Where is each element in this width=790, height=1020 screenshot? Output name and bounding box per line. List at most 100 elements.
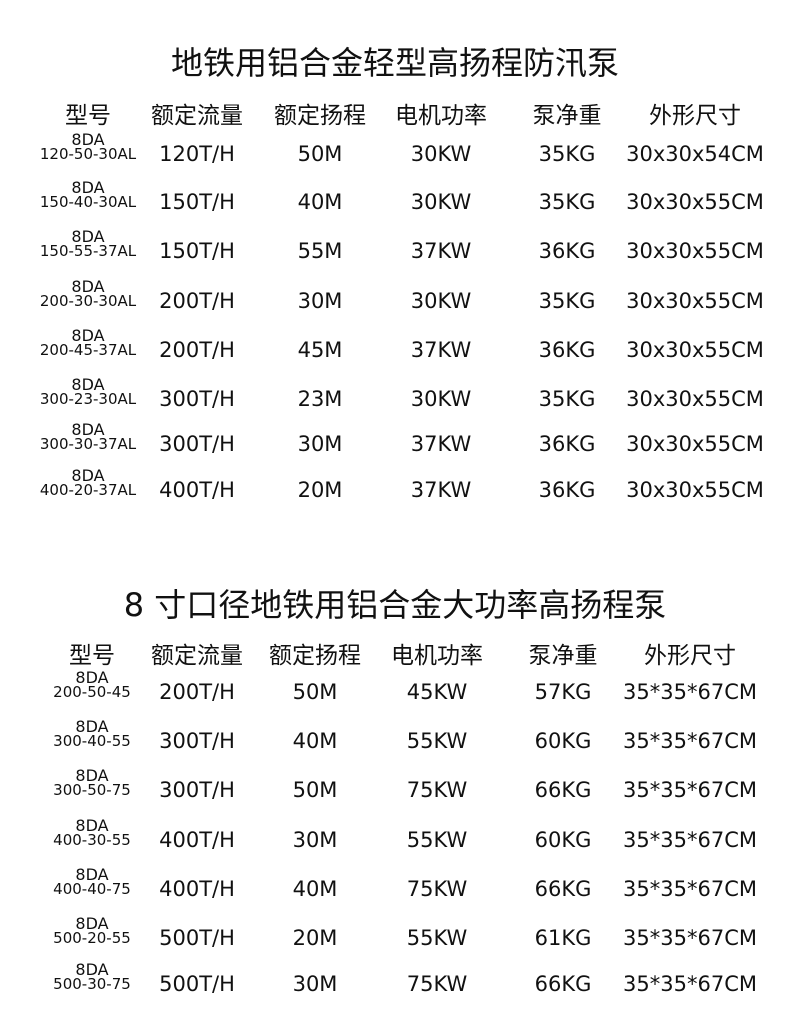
table-row: 8DA 500-30-75 500T/H 30M 75KW 66KG 35*35*67CM bbox=[0, 962, 790, 1008]
power-cell: 45KW bbox=[406, 680, 468, 704]
header-head: 额定扬程 bbox=[269, 643, 361, 669]
header-head: 额定扬程 bbox=[274, 103, 366, 129]
model-cell: 8DA 120-50-30AL bbox=[40, 132, 136, 162]
weight-cell: 35KG bbox=[538, 190, 596, 214]
table-title: 8 寸口径地铁用铝合金大功率高扬程泵 bbox=[123, 586, 667, 624]
head-cell: 23M bbox=[297, 387, 343, 411]
model-cell: 8DA 500-30-75 bbox=[53, 962, 131, 992]
model-cell: 8DA 200-45-37AL bbox=[40, 328, 136, 358]
model-prefix: 8DA bbox=[75, 914, 109, 933]
model-prefix: 8DA bbox=[71, 178, 105, 197]
power-cell: 30KW bbox=[410, 190, 472, 214]
power-cell: 37KW bbox=[410, 338, 472, 362]
size-cell: 30x30x55CM bbox=[626, 387, 764, 411]
weight-cell: 66KG bbox=[534, 877, 592, 901]
model-prefix: 8DA bbox=[75, 766, 109, 785]
header-flow: 额定流量 bbox=[151, 103, 243, 129]
size-cell: 35*35*67CM bbox=[623, 877, 757, 901]
power-cell: 30KW bbox=[410, 142, 472, 166]
head-cell: 20M bbox=[297, 478, 343, 502]
head-cell: 40M bbox=[297, 190, 343, 214]
size-cell: 30x30x55CM bbox=[626, 478, 764, 502]
size-cell: 35*35*67CM bbox=[623, 972, 757, 996]
flow-cell: 400T/H bbox=[159, 828, 235, 852]
model-prefix: 8DA bbox=[75, 816, 109, 835]
model-cell: 8DA 200-30-30AL bbox=[40, 279, 136, 309]
power-cell: 55KW bbox=[406, 828, 468, 852]
weight-cell: 61KG bbox=[534, 926, 592, 950]
model-prefix: 8DA bbox=[71, 466, 105, 485]
head-cell: 55M bbox=[297, 239, 343, 263]
flow-cell: 400T/H bbox=[159, 877, 235, 901]
size-cell: 35*35*67CM bbox=[623, 778, 757, 802]
flow-cell: 300T/H bbox=[159, 778, 235, 802]
head-cell: 50M bbox=[297, 142, 343, 166]
flow-cell: 150T/H bbox=[159, 190, 235, 214]
weight-cell: 35KG bbox=[538, 387, 596, 411]
weight-cell: 36KG bbox=[538, 239, 596, 263]
weight-cell: 35KG bbox=[538, 289, 596, 313]
model-number: 300-40-55 bbox=[53, 732, 131, 750]
model-prefix: 8DA bbox=[71, 420, 105, 439]
model-number: 300-23-30AL bbox=[39, 390, 137, 408]
header-model: 型号 bbox=[69, 643, 115, 669]
model-number: 500-20-55 bbox=[53, 929, 131, 947]
table-row: 8DA 300-30-37AL 300T/H 30M 37KW 36KG 30x30x55C… bbox=[0, 422, 790, 468]
model-number: 400-30-55 bbox=[53, 831, 131, 849]
table-row: 8DA 200-45-37AL 200T/H 45M 37KW 36KG 30x30x55C… bbox=[0, 328, 790, 374]
flow-cell: 400T/H bbox=[159, 478, 235, 502]
model-prefix: 8DA bbox=[75, 960, 109, 979]
flow-cell: 120T/H bbox=[159, 142, 235, 166]
flow-cell: 300T/H bbox=[159, 432, 235, 456]
model-cell: 8DA 300-23-30AL bbox=[40, 377, 136, 407]
model-cell: 8DA 400-30-55 bbox=[53, 818, 131, 848]
weight-cell: 36KG bbox=[538, 478, 596, 502]
table-row: 8DA 120-50-30AL 120T/H 50M 30KW 35KG 30x30x54C… bbox=[0, 132, 790, 178]
flow-cell: 300T/H bbox=[159, 387, 235, 411]
model-cell: 8DA 150-55-37AL bbox=[40, 229, 136, 259]
power-cell: 55KW bbox=[406, 729, 468, 753]
flow-cell: 500T/H bbox=[159, 926, 235, 950]
size-cell: 30x30x55CM bbox=[626, 239, 764, 263]
model-number: 300-30-37AL bbox=[39, 435, 137, 453]
head-cell: 40M bbox=[292, 729, 338, 753]
size-cell: 35*35*67CM bbox=[623, 729, 757, 753]
header-weight: 泵净重 bbox=[532, 103, 602, 129]
head-cell: 20M bbox=[292, 926, 338, 950]
model-cell: 8DA 500-20-55 bbox=[53, 916, 131, 946]
header-flow: 额定流量 bbox=[151, 643, 243, 669]
power-cell: 30KW bbox=[410, 289, 472, 313]
head-cell: 30M bbox=[292, 972, 338, 996]
header-model: 型号 bbox=[65, 103, 111, 129]
model-cell: 8DA 150-40-30AL bbox=[40, 180, 136, 210]
model-prefix: 8DA bbox=[71, 326, 105, 345]
table-row: 8DA 300-50-75 300T/H 50M 75KW 66KG 35*35*67CM bbox=[0, 768, 790, 814]
weight-cell: 36KG bbox=[538, 338, 596, 362]
model-number: 200-50-45 bbox=[53, 683, 131, 701]
model-cell: 8DA 200-50-45 bbox=[53, 670, 131, 700]
flow-cell: 200T/H bbox=[159, 338, 235, 362]
weight-cell: 57KG bbox=[534, 680, 592, 704]
size-cell: 35*35*67CM bbox=[623, 680, 757, 704]
head-cell: 40M bbox=[292, 877, 338, 901]
model-cell: 8DA 300-30-37AL bbox=[40, 422, 136, 452]
size-cell: 35*35*67CM bbox=[623, 926, 757, 950]
model-prefix: 8DA bbox=[71, 277, 105, 296]
head-cell: 45M bbox=[297, 338, 343, 362]
model-cell: 8DA 300-40-55 bbox=[53, 719, 131, 749]
power-cell: 75KW bbox=[406, 778, 468, 802]
power-cell: 55KW bbox=[406, 926, 468, 950]
table-row: 8DA 150-40-30AL 150T/H 40M 30KW 35KG 30x30x55C… bbox=[0, 180, 790, 226]
model-prefix: 8DA bbox=[71, 130, 105, 149]
model-number: 500-30-75 bbox=[53, 975, 131, 993]
table-row: 8DA 400-40-75 400T/H 40M 75KW 66KG 35*35*67CM bbox=[0, 867, 790, 913]
weight-cell: 35KG bbox=[538, 142, 596, 166]
weight-cell: 66KG bbox=[534, 778, 592, 802]
model-number: 400-40-75 bbox=[53, 880, 131, 898]
model-cell: 8DA 300-50-75 bbox=[53, 768, 131, 798]
size-cell: 30x30x55CM bbox=[626, 432, 764, 456]
model-number: 400-20-37AL bbox=[39, 481, 137, 499]
model-cell: 8DA 400-40-75 bbox=[53, 867, 131, 897]
model-number: 200-45-37AL bbox=[39, 341, 137, 359]
size-cell: 30x30x55CM bbox=[626, 338, 764, 362]
